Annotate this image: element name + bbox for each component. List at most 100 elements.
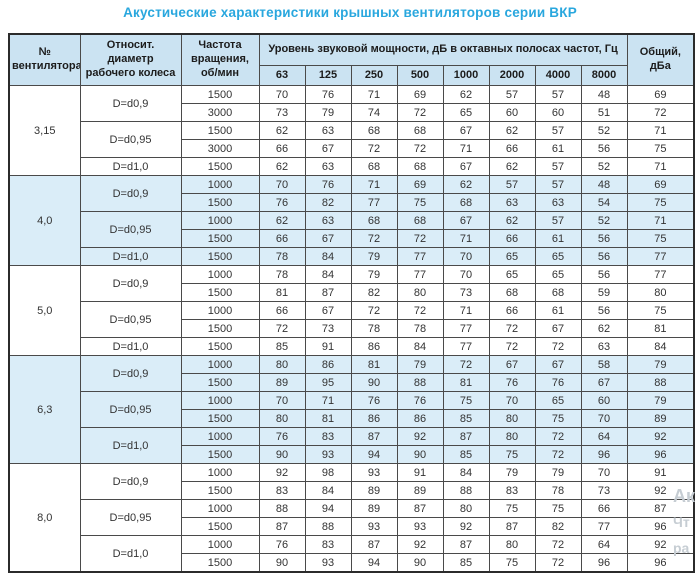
level-cell-2000hz: 62 bbox=[488, 121, 536, 140]
level-cell-8000hz: 54 bbox=[580, 193, 628, 212]
rpm-cell: 1500 bbox=[180, 85, 260, 104]
level-cell-4000hz: 57 bbox=[534, 85, 582, 104]
table-row: D=d0,95 1000 88 94 89 87 80 75 75 66 87 bbox=[9, 499, 695, 536]
table-row: 1500 66 67 72 72 71 66 61 56 75 bbox=[9, 229, 695, 248]
table-row: 6,3 D=d0,9 1000 80 86 81 79 72 67 67 58 79 bbox=[8, 355, 695, 464]
level-cell-1000hz: 85 bbox=[442, 445, 490, 464]
level-cell-8000hz: 96 bbox=[580, 445, 628, 464]
level-cell-500hz: 77 bbox=[396, 247, 444, 266]
level-cell-2000hz: 75 bbox=[488, 553, 536, 573]
level-cell-125hz: 83 bbox=[304, 535, 352, 554]
level-cell-500hz: 90 bbox=[396, 553, 444, 573]
level-cell-125hz: 63 bbox=[304, 211, 352, 230]
total-dba-cell: 91 bbox=[626, 463, 695, 482]
level-cell-63hz: 70 bbox=[258, 85, 306, 104]
rpm-cell: 1000 bbox=[180, 211, 260, 230]
level-cell-250hz: 86 bbox=[350, 409, 398, 428]
level-cell-4000hz: 72 bbox=[534, 427, 582, 446]
total-dba-cell: 75 bbox=[626, 193, 695, 212]
table-header: № вентилятора Относит. диаметр рабочего … bbox=[8, 33, 695, 86]
level-cell-63hz: 88 bbox=[258, 499, 306, 518]
level-cell-63hz: 66 bbox=[258, 301, 306, 320]
level-cell-125hz: 93 bbox=[304, 553, 352, 573]
acoustic-table: № вентилятора Относит. диаметр рабочего … bbox=[8, 33, 696, 573]
level-cell-2000hz: 76 bbox=[488, 373, 536, 392]
level-cell-4000hz: 67 bbox=[534, 355, 582, 374]
level-cell-500hz: 68 bbox=[396, 157, 444, 176]
level-cell-8000hz: 52 bbox=[580, 157, 628, 176]
rpm-cell: 1500 bbox=[180, 319, 260, 338]
level-cell-1000hz: 65 bbox=[442, 103, 490, 122]
table-row: 1500 87 88 93 93 92 87 82 77 96 bbox=[9, 517, 695, 536]
level-cell-250hz: 68 bbox=[350, 211, 398, 230]
total-dba-cell: 79 bbox=[626, 355, 695, 374]
total-dba-cell: 84 bbox=[626, 337, 695, 356]
level-cell-4000hz: 65 bbox=[534, 247, 582, 266]
level-cell-8000hz: 96 bbox=[580, 553, 628, 573]
rpm-cell: 1000 bbox=[180, 391, 260, 410]
diameter-cell: D=d1,0 bbox=[79, 157, 182, 176]
total-dba-cell: 75 bbox=[626, 229, 695, 248]
level-cell-63hz: 80 bbox=[258, 409, 306, 428]
level-cell-8000hz: 52 bbox=[580, 121, 628, 140]
total-dba-cell: 77 bbox=[626, 265, 695, 284]
total-dba-cell: 92 bbox=[626, 535, 695, 554]
level-cell-63hz: 89 bbox=[258, 373, 306, 392]
level-cell-8000hz: 67 bbox=[580, 373, 628, 392]
total-dba-cell: 81 bbox=[626, 319, 695, 338]
level-cell-2000hz: 75 bbox=[488, 499, 536, 518]
level-cell-125hz: 98 bbox=[304, 463, 352, 482]
level-cell-63hz: 81 bbox=[258, 283, 306, 302]
level-cell-4000hz: 60 bbox=[534, 103, 582, 122]
diameter-cell: D=d0,9 bbox=[79, 355, 182, 392]
level-cell-1000hz: 73 bbox=[442, 283, 490, 302]
level-cell-1000hz: 92 bbox=[442, 517, 490, 536]
level-cell-4000hz: 65 bbox=[534, 391, 582, 410]
table-row: D=d1,0 1500 78 84 79 77 70 65 65 56 77 bbox=[9, 247, 695, 266]
diameter-cell: D=d0,9 bbox=[79, 85, 182, 122]
level-cell-8000hz: 48 bbox=[580, 175, 628, 194]
total-dba-cell: 96 bbox=[626, 445, 695, 464]
level-cell-125hz: 79 bbox=[304, 103, 352, 122]
level-cell-1000hz: 70 bbox=[442, 247, 490, 266]
level-cell-2000hz: 83 bbox=[488, 481, 536, 500]
table-row: 3000 73 79 74 72 65 60 60 51 72 bbox=[9, 103, 695, 122]
header-frequency-125: 125 bbox=[304, 65, 352, 86]
level-cell-63hz: 70 bbox=[258, 391, 306, 410]
level-cell-500hz: 75 bbox=[396, 193, 444, 212]
level-cell-125hz: 83 bbox=[304, 427, 352, 446]
level-cell-250hz: 68 bbox=[350, 157, 398, 176]
level-cell-125hz: 91 bbox=[304, 337, 352, 356]
level-cell-2000hz: 57 bbox=[488, 175, 536, 194]
level-cell-2000hz: 68 bbox=[488, 283, 536, 302]
level-cell-2000hz: 72 bbox=[488, 319, 536, 338]
level-cell-125hz: 63 bbox=[304, 121, 352, 140]
level-cell-8000hz: 56 bbox=[580, 247, 628, 266]
frequency-header-row: 63 125 250 500 1000 2000 4000 8000 bbox=[9, 65, 694, 86]
level-cell-4000hz: 57 bbox=[534, 175, 582, 194]
table-row: 1500 81 87 82 80 73 68 68 59 80 bbox=[9, 283, 695, 302]
rpm-cell: 1500 bbox=[180, 283, 260, 302]
level-cell-1000hz: 85 bbox=[442, 553, 490, 573]
level-cell-250hz: 77 bbox=[350, 193, 398, 212]
level-cell-4000hz: 61 bbox=[534, 139, 582, 158]
level-cell-250hz: 90 bbox=[350, 373, 398, 392]
level-cell-8000hz: 51 bbox=[580, 103, 628, 122]
level-cell-2000hz: 87 bbox=[488, 517, 536, 536]
level-cell-250hz: 94 bbox=[350, 445, 398, 464]
level-cell-63hz: 90 bbox=[258, 553, 306, 573]
level-cell-4000hz: 61 bbox=[534, 229, 582, 248]
level-cell-500hz: 72 bbox=[396, 229, 444, 248]
diameter-cell: D=d1,0 bbox=[79, 535, 182, 573]
level-cell-8000hz: 62 bbox=[580, 319, 628, 338]
level-cell-8000hz: 63 bbox=[580, 337, 628, 356]
level-cell-8000hz: 48 bbox=[580, 85, 628, 104]
level-cell-1000hz: 71 bbox=[442, 139, 490, 158]
level-cell-125hz: 84 bbox=[304, 481, 352, 500]
rpm-cell: 1000 bbox=[180, 265, 260, 284]
level-cell-2000hz: 72 bbox=[488, 337, 536, 356]
level-cell-8000hz: 56 bbox=[580, 229, 628, 248]
level-cell-63hz: 78 bbox=[258, 265, 306, 284]
level-cell-63hz: 70 bbox=[258, 175, 306, 194]
level-cell-125hz: 71 bbox=[304, 391, 352, 410]
